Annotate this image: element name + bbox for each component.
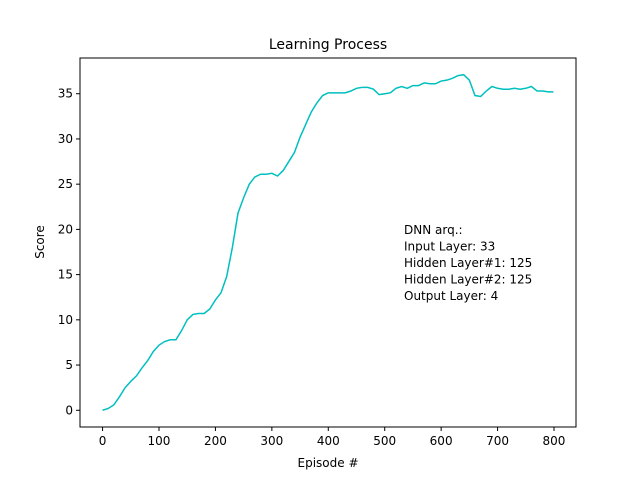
annotation: DNN arq.: (404, 223, 463, 237)
x-tick-label: 300 (260, 434, 283, 448)
y-tick-label: 30 (58, 132, 73, 146)
x-tick-label: 0 (99, 434, 107, 448)
axes-frame (79, 57, 577, 428)
annotation: Output Layer: 4 (404, 289, 498, 303)
y-tick-label: 25 (58, 177, 73, 191)
line (102, 73, 554, 411)
x-tick-label: 400 (317, 434, 340, 448)
y-tick-label: 15 (58, 268, 73, 282)
chart-title: Learning Process (269, 37, 387, 53)
y-tick-label: 20 (58, 222, 73, 236)
x-tick-label: 100 (148, 434, 171, 448)
x-tick-label: 800 (543, 434, 566, 448)
annotation: Hidden Layer#2: 125 (404, 273, 532, 287)
annotation: Hidden Layer#1: 125 (404, 256, 532, 270)
y-tick-label: 5 (65, 358, 73, 372)
x-tick-label: 500 (373, 434, 396, 448)
annotation: Input Layer: 33 (404, 240, 495, 254)
y-axis-label: Score (33, 225, 47, 259)
y-tick-label: 35 (58, 87, 73, 101)
x-tick-label: 600 (430, 434, 453, 448)
y-tick-label: 0 (65, 403, 73, 417)
x-tick-label: 200 (204, 434, 227, 448)
x-axis-label: Episode # (298, 456, 359, 470)
y-tick-label: 10 (58, 313, 73, 327)
plot-area (80, 58, 576, 427)
x-tick-label: 700 (486, 434, 509, 448)
